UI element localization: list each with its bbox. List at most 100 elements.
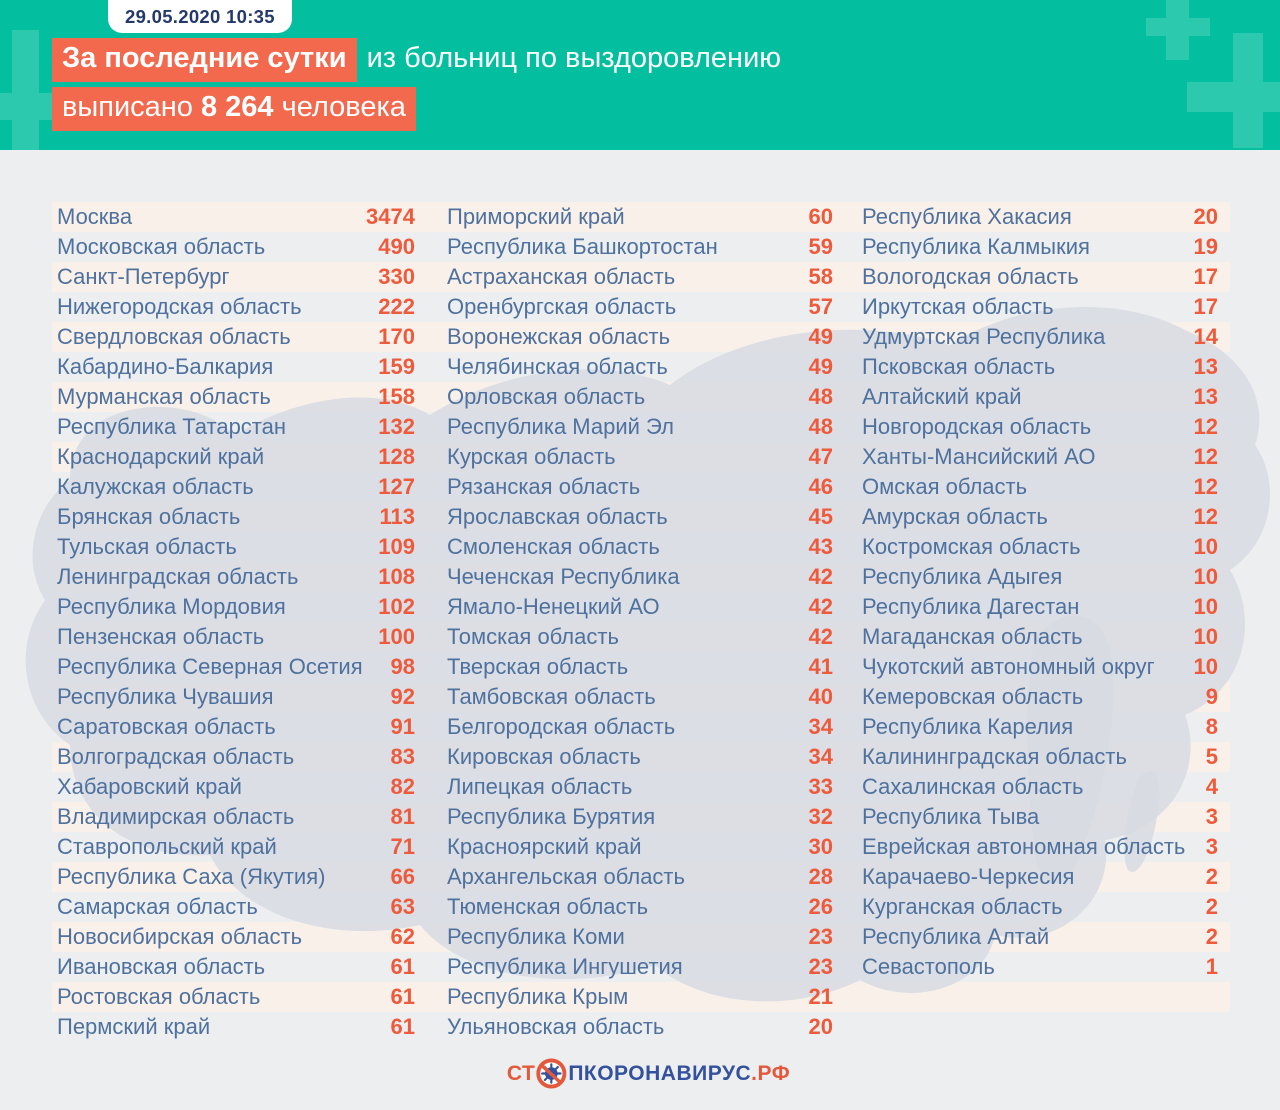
region-name: Республика Татарстан: [57, 414, 287, 439]
region-name: Оренбургская область: [447, 294, 677, 319]
region-row: Республика Хакасия 20: [862, 202, 1218, 232]
region-name: Краснодарский край: [57, 444, 265, 469]
region-name: Костромская область: [862, 534, 1081, 559]
region-value: 59: [808, 234, 833, 259]
region-value: 113: [379, 504, 416, 529]
region-row: Иркутская область 17: [862, 292, 1218, 322]
region-row: Московская область 490: [57, 232, 415, 262]
region-name: Московская область: [57, 234, 266, 259]
region-name: Свердловская область: [57, 324, 291, 349]
region-row: Саратовская область 91: [57, 712, 415, 742]
region-column-3: Республика Хакасия 20 Республика Калмыкия 1…: [862, 202, 1218, 982]
region-name: Курская область: [447, 444, 616, 469]
region-value: 8: [1205, 714, 1218, 739]
region-value: 13: [1193, 354, 1218, 379]
region-row: Республика Адыгея 10: [862, 562, 1218, 592]
region-value: 48: [808, 414, 833, 439]
region-value: 41: [808, 654, 833, 679]
region-value: 47: [808, 444, 833, 469]
region-value: 100: [378, 624, 415, 649]
region-name: Хабаровский край: [57, 774, 242, 799]
region-name: Вологодская область: [862, 264, 1079, 289]
region-row: Владимирская область 81: [57, 802, 415, 832]
region-value: 92: [390, 684, 415, 709]
region-value: 23: [808, 924, 833, 949]
region-name: Кировская область: [447, 744, 641, 769]
region-name: Республика Дагестан: [862, 594, 1080, 619]
region-name: Курганская область: [862, 894, 1063, 919]
region-value: 42: [808, 564, 833, 589]
region-row: Орловская область 48: [447, 382, 833, 412]
region-row: Нижегородская область 222: [57, 292, 415, 322]
region-value: 3474: [366, 204, 415, 229]
region-name: Тюменская область: [447, 894, 649, 919]
region-value: 21: [808, 984, 833, 1009]
region-value: 61: [390, 984, 415, 1009]
region-name: Ивановская область: [57, 954, 266, 979]
region-row: Республика Саха (Якутия) 66: [57, 862, 415, 892]
region-value: 2: [1205, 894, 1218, 919]
region-value: 83: [390, 744, 415, 769]
region-name: Пермский край: [57, 1014, 211, 1039]
region-name: Тверская область: [447, 654, 629, 679]
region-name: Республика Адыгея: [862, 564, 1063, 589]
region-name: Алтайский край: [862, 384, 1022, 409]
region-row: Удмуртская Республика 14: [862, 322, 1218, 352]
region-row: Тамбовская область 40: [447, 682, 833, 712]
region-name: Смоленская область: [447, 534, 660, 559]
region-name: Ямало-Ненецкий АО: [447, 594, 660, 619]
region-column-2: Приморский край 60 Республика Башкортостан…: [447, 202, 833, 1042]
region-name: Республика Алтай: [862, 924, 1050, 949]
region-name: Белгородская область: [447, 714, 676, 739]
region-row: Калининградская область 5: [862, 742, 1218, 772]
region-name: Удмуртская Республика: [862, 324, 1106, 349]
region-name: Ханты-Мансийский АО: [862, 444, 1096, 469]
region-value: 12: [1193, 414, 1218, 439]
region-row: Мурманская область 158: [57, 382, 415, 412]
region-row: Смоленская область 43: [447, 532, 833, 562]
region-name: Республика Башкортостан: [447, 234, 718, 259]
region-row: Москва 3474: [57, 202, 415, 232]
region-name: Карачаево-Черкесия: [862, 864, 1075, 889]
region-name: Магаданская область: [862, 624, 1083, 649]
title-line2-suffix: человека: [273, 90, 406, 123]
region-value: 128: [378, 444, 415, 469]
region-value: 40: [808, 684, 833, 709]
region-name: Республика Бурятия: [447, 804, 656, 829]
plus-icon: [12, 30, 39, 150]
region-row: Ярославская область 45: [447, 502, 833, 532]
region-name: Москва: [57, 204, 133, 229]
region-value: 32: [808, 804, 833, 829]
region-name: Республика Саха (Якутия): [57, 864, 326, 889]
region-name: Омская область: [862, 474, 1028, 499]
region-value: 49: [808, 324, 833, 349]
region-value: 10: [1193, 594, 1218, 619]
datetime-badge: 29.05.2020 10:35: [108, 0, 292, 33]
logo-prefix: СТ: [506, 1061, 536, 1085]
region-name: Томская область: [447, 624, 619, 649]
plus-icon: [0, 93, 52, 120]
region-name: Амурская область: [862, 504, 1048, 529]
region-value: 34: [808, 744, 833, 769]
region-name: Республика Чувашия: [57, 684, 274, 709]
region-value: 71: [390, 834, 415, 859]
logo-suffix: .РФ: [751, 1061, 791, 1085]
region-name: Красноярский край: [447, 834, 642, 859]
region-value: 14: [1193, 324, 1218, 349]
stopcoronavirus-logo: СТ ПКОРОНАВИРУС .РФ: [507, 1058, 790, 1089]
region-name: Республика Коми: [447, 924, 625, 949]
region-row: Пермский край 61: [57, 1012, 415, 1042]
region-name: Иркутская область: [862, 294, 1054, 319]
region-name: Ярославская область: [447, 504, 668, 529]
title-rest: из больниц по выздоровлению: [366, 42, 782, 74]
region-value: 48: [808, 384, 833, 409]
region-row: Ханты-Мансийский АО 12: [862, 442, 1218, 472]
region-name: Рязанская область: [447, 474, 641, 499]
region-row: Брянская область 113: [57, 502, 415, 532]
region-value: 3: [1205, 804, 1218, 829]
title-highlight: За последние сутки: [52, 38, 357, 82]
region-row: Вологодская область 17: [862, 262, 1218, 292]
region-row: Республика Крым 21: [447, 982, 833, 1012]
region-name: Приморский край: [447, 204, 625, 229]
region-name: Нижегородская область: [57, 294, 302, 319]
